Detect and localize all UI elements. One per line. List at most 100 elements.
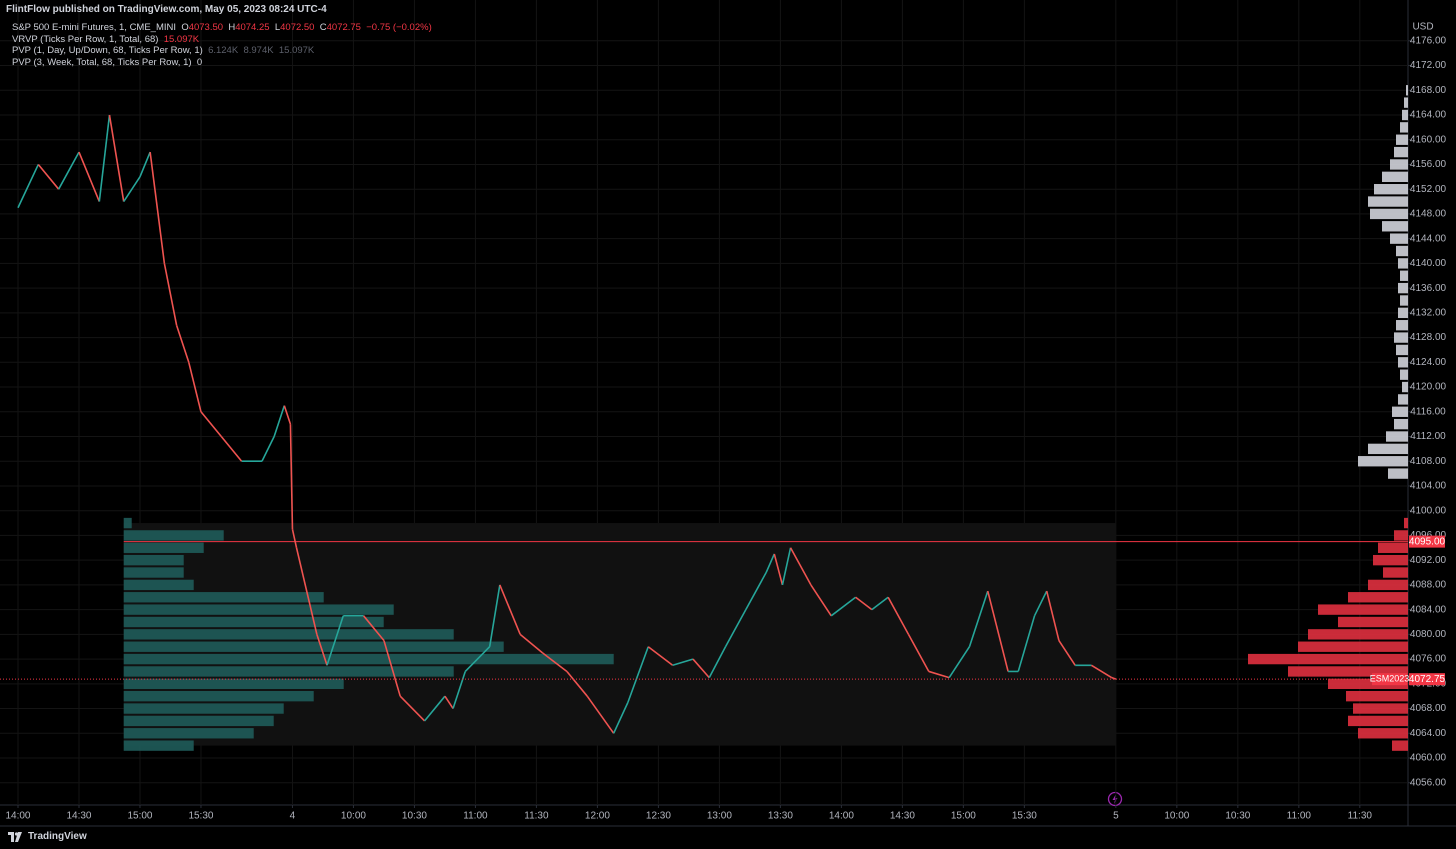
profile-bar bbox=[1378, 542, 1408, 553]
y-tick-label: 4084.00 bbox=[1410, 604, 1447, 615]
lightning-icon[interactable] bbox=[1112, 794, 1118, 804]
profile-bar bbox=[1338, 616, 1408, 628]
symbol: S&P 500 E-mini Futures, 1, CME_MINI bbox=[12, 22, 177, 33]
price-segment bbox=[98, 114, 111, 202]
x-tick-label: 15:30 bbox=[188, 811, 213, 822]
price-segment bbox=[220, 435, 243, 462]
price-segment bbox=[362, 615, 385, 642]
price-segment bbox=[612, 702, 629, 734]
price-segment bbox=[289, 424, 294, 530]
price-segment bbox=[566, 670, 588, 697]
profile-bar bbox=[1398, 394, 1408, 405]
y-tick-label: 4128.00 bbox=[1410, 332, 1447, 343]
price-segment bbox=[986, 590, 1009, 672]
y-tick-label: 4108.00 bbox=[1410, 456, 1447, 467]
price-segment bbox=[907, 633, 930, 672]
price-segment bbox=[1058, 640, 1076, 666]
pvp-week-value: 0 bbox=[196, 56, 203, 68]
profile-bar bbox=[123, 517, 132, 529]
price-segment bbox=[672, 658, 694, 667]
price-segment bbox=[1111, 676, 1117, 680]
price-segment bbox=[108, 114, 125, 202]
price-segment bbox=[830, 596, 857, 617]
brand: TradingView bbox=[28, 831, 87, 842]
level-label: 4095.00 bbox=[1409, 536, 1446, 547]
profile-bar bbox=[123, 666, 454, 677]
price-segment bbox=[586, 695, 615, 734]
plot bbox=[0, 0, 1408, 805]
y-tick-label: 4160.00 bbox=[1410, 134, 1447, 145]
price-segment bbox=[810, 584, 832, 617]
y-tick-label: 4056.00 bbox=[1410, 777, 1447, 788]
price-segment bbox=[149, 151, 166, 264]
x-tick-label: 13:00 bbox=[707, 811, 732, 822]
profile-bar bbox=[123, 703, 284, 714]
y-tick-label: 4112.00 bbox=[1410, 431, 1446, 442]
profile-bar bbox=[1400, 295, 1408, 306]
profile-bar bbox=[1248, 653, 1408, 665]
price-segment bbox=[781, 547, 792, 586]
price-segment bbox=[326, 615, 345, 666]
x-tick-label: 12:00 bbox=[585, 811, 610, 822]
price-segment bbox=[948, 646, 971, 679]
x-tick-label: 11:00 bbox=[463, 811, 488, 822]
profile-bar bbox=[123, 641, 504, 652]
profile-bar bbox=[1373, 554, 1408, 566]
profile-bar bbox=[1348, 715, 1408, 727]
price-segment bbox=[163, 263, 178, 326]
profile-bar bbox=[1382, 221, 1408, 232]
price-segment bbox=[647, 646, 674, 666]
l-value: 4072.50 bbox=[280, 22, 315, 33]
profile-bar bbox=[1396, 245, 1408, 257]
y-tick-label: 4132.00 bbox=[1410, 307, 1447, 318]
change: −0.75 (−0.02%) bbox=[366, 22, 432, 33]
symbol-tag: ESM2023 bbox=[1370, 674, 1410, 684]
brand-logo bbox=[8, 831, 22, 842]
profile-bar bbox=[1398, 282, 1408, 294]
profile-bar bbox=[1383, 567, 1408, 578]
y-tick-label: 4116.00 bbox=[1410, 406, 1446, 417]
price-segment bbox=[745, 572, 767, 611]
price-segment bbox=[1017, 615, 1036, 672]
price-segment bbox=[887, 596, 910, 635]
y-tick-label: 4120.00 bbox=[1410, 382, 1447, 393]
profile-bar bbox=[123, 616, 384, 628]
profile-bar bbox=[1398, 357, 1408, 368]
y-tick-label: 4064.00 bbox=[1410, 728, 1447, 739]
lightning-ring[interactable] bbox=[1107, 791, 1123, 807]
profile-bar bbox=[1398, 307, 1408, 319]
y-tick-label: 4060.00 bbox=[1410, 753, 1447, 764]
profile-bar bbox=[1328, 678, 1408, 689]
publisher: FlintFlow published on TradingView.com, … bbox=[6, 4, 327, 15]
profile-bar bbox=[1318, 604, 1408, 615]
price-segment bbox=[139, 151, 151, 178]
profile-bar bbox=[1382, 171, 1408, 183]
profile-bar bbox=[1392, 740, 1408, 751]
lightning-button[interactable] bbox=[1107, 791, 1123, 807]
c-label: C bbox=[319, 22, 327, 33]
brand-logo-shape bbox=[8, 831, 22, 842]
price-segment bbox=[968, 590, 989, 647]
price-segment bbox=[57, 151, 80, 190]
price-segment bbox=[708, 646, 727, 679]
legend-row: PVP (3, Week, Total, 68, Ticks Per Row, … bbox=[12, 57, 432, 69]
y-tick-label: 4140.00 bbox=[1410, 258, 1447, 269]
profile-bar bbox=[1353, 703, 1408, 714]
last-price-bg bbox=[1409, 673, 1445, 686]
price-segment bbox=[383, 640, 401, 697]
price-segment bbox=[627, 646, 649, 703]
x-tick-label: 11:30 bbox=[1348, 811, 1373, 822]
profile-bar bbox=[123, 554, 184, 566]
price-segment bbox=[452, 671, 467, 709]
x-tick-label: 14:00 bbox=[5, 811, 30, 822]
x-tick-label: 10:00 bbox=[341, 811, 366, 822]
pvp-day-down: 8.974K bbox=[243, 45, 274, 56]
x-tick-label: 13:30 bbox=[768, 811, 793, 822]
h-value: 4074.25 bbox=[235, 22, 270, 33]
price-segment bbox=[175, 324, 190, 363]
price-segment bbox=[37, 163, 60, 190]
y-tick-label: 4088.00 bbox=[1410, 580, 1447, 591]
price-segment bbox=[1091, 664, 1113, 679]
x-tick-label: 10:00 bbox=[1164, 811, 1189, 822]
price-segment bbox=[17, 164, 40, 209]
